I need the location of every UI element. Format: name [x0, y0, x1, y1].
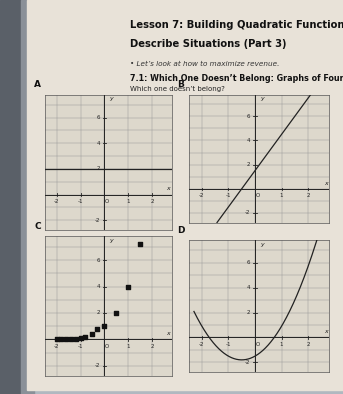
Bar — [0, 0, 21, 394]
Point — [114, 310, 119, 316]
Text: 2: 2 — [247, 310, 250, 315]
Point — [95, 325, 100, 332]
Text: -1: -1 — [226, 342, 231, 347]
Point — [63, 336, 69, 342]
Point — [138, 241, 143, 247]
Text: y: y — [260, 242, 263, 247]
Text: x: x — [167, 331, 170, 336]
Text: O: O — [105, 344, 109, 349]
Point — [83, 334, 88, 340]
Text: -2: -2 — [54, 199, 59, 204]
Text: D: D — [177, 226, 185, 235]
Point — [78, 335, 83, 341]
Text: Which one doesn’t belong?: Which one doesn’t belong? — [130, 86, 225, 92]
Text: 4: 4 — [247, 138, 250, 143]
Text: -2: -2 — [199, 342, 205, 347]
Text: -2: -2 — [95, 363, 100, 368]
Text: 6: 6 — [247, 260, 250, 265]
Text: 1: 1 — [127, 199, 130, 204]
Text: 2: 2 — [247, 162, 250, 167]
Point — [90, 331, 95, 337]
Text: 4: 4 — [97, 284, 100, 289]
Point — [102, 323, 107, 329]
Text: x: x — [167, 186, 170, 191]
Text: 2: 2 — [306, 193, 310, 198]
Text: 2: 2 — [306, 342, 310, 347]
Text: -2: -2 — [245, 210, 250, 216]
Text: 2: 2 — [97, 166, 100, 171]
Point — [68, 336, 74, 342]
Text: -2: -2 — [95, 218, 100, 223]
Text: 1: 1 — [127, 344, 130, 349]
Text: y: y — [109, 238, 113, 243]
Text: -1: -1 — [78, 199, 83, 204]
Text: 1: 1 — [280, 193, 283, 198]
Text: x: x — [324, 329, 328, 335]
Text: -2: -2 — [245, 360, 250, 365]
Bar — [21, 0, 34, 394]
Text: -1: -1 — [226, 193, 231, 198]
Text: 6: 6 — [97, 115, 100, 120]
Point — [59, 336, 64, 342]
Text: Lesson 7: Building Quadratic Functions to: Lesson 7: Building Quadratic Functions t… — [130, 20, 343, 30]
Text: • Let’s look at how to maximize revenue.: • Let’s look at how to maximize revenue. — [130, 61, 280, 67]
Text: y: y — [109, 96, 113, 101]
Text: 2: 2 — [151, 199, 154, 204]
Text: 2: 2 — [97, 310, 100, 316]
Point — [54, 336, 59, 342]
Text: C: C — [34, 222, 41, 231]
Text: 2: 2 — [151, 344, 154, 349]
Text: O: O — [256, 193, 260, 198]
Text: 6: 6 — [247, 114, 250, 119]
Text: 4: 4 — [97, 141, 100, 146]
Text: 1: 1 — [280, 342, 283, 347]
Text: y: y — [260, 96, 263, 101]
Text: x: x — [324, 181, 328, 186]
Text: 6: 6 — [97, 258, 100, 263]
Point — [73, 336, 79, 342]
Text: Describe Situations (Part 3): Describe Situations (Part 3) — [130, 39, 287, 49]
Text: 4: 4 — [247, 285, 250, 290]
Text: -1: -1 — [78, 344, 83, 349]
Text: O: O — [105, 199, 109, 204]
Text: B: B — [177, 80, 184, 89]
Text: A: A — [34, 80, 42, 89]
Text: O: O — [256, 342, 260, 347]
Text: -2: -2 — [54, 344, 59, 349]
Text: 7.1: Which One Doesn’t Belong: Graphs of Four Functions: 7.1: Which One Doesn’t Belong: Graphs of… — [130, 74, 343, 83]
Text: -2: -2 — [199, 193, 205, 198]
Point — [126, 283, 131, 290]
